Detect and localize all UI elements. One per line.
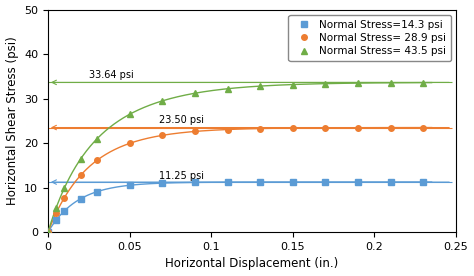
Normal Stress= 43.5 psi — [388, 81, 393, 84]
Normal Stress= 28.9 psi — [420, 126, 426, 129]
Line: Normal Stress=14.3 psi: Normal Stress=14.3 psi — [45, 179, 426, 235]
Normal Stress= 43.5 psi — [323, 82, 328, 85]
Normal Stress=14.3 psi — [159, 182, 165, 185]
Normal Stress= 28.9 psi — [323, 126, 328, 129]
Normal Stress= 28.9 psi — [94, 159, 100, 162]
Normal Stress=14.3 psi — [62, 209, 67, 213]
Normal Stress= 43.5 psi — [290, 83, 296, 86]
Normal Stress=14.3 psi — [45, 230, 51, 234]
Normal Stress=14.3 psi — [290, 181, 296, 184]
Normal Stress=14.3 psi — [78, 197, 83, 200]
Normal Stress= 43.5 psi — [257, 84, 263, 88]
Normal Stress= 43.5 psi — [94, 137, 100, 140]
Normal Stress= 28.9 psi — [45, 230, 51, 234]
Text: 23.50 psi: 23.50 psi — [159, 115, 204, 125]
Normal Stress= 43.5 psi — [78, 157, 83, 161]
Normal Stress= 43.5 psi — [420, 81, 426, 84]
X-axis label: Horizontal Displacement (in.): Horizontal Displacement (in.) — [165, 258, 338, 270]
Normal Stress=14.3 psi — [53, 219, 59, 222]
Normal Stress= 43.5 psi — [53, 206, 59, 209]
Normal Stress= 28.9 psi — [356, 126, 361, 129]
Normal Stress= 28.9 psi — [53, 211, 59, 215]
Normal Stress= 43.5 psi — [127, 113, 132, 116]
Normal Stress=14.3 psi — [420, 181, 426, 184]
Normal Stress=14.3 psi — [356, 181, 361, 184]
Normal Stress= 28.9 psi — [62, 196, 67, 200]
Legend: Normal Stress=14.3 psi, Normal Stress= 28.9 psi, Normal Stress= 43.5 psi: Normal Stress=14.3 psi, Normal Stress= 2… — [289, 15, 451, 62]
Normal Stress= 43.5 psi — [192, 92, 198, 95]
Normal Stress= 43.5 psi — [356, 81, 361, 85]
Normal Stress=14.3 psi — [225, 181, 230, 184]
Normal Stress= 28.9 psi — [257, 127, 263, 130]
Normal Stress= 43.5 psi — [159, 99, 165, 103]
Text: 11.25 psi: 11.25 psi — [159, 171, 204, 181]
Normal Stress=14.3 psi — [94, 190, 100, 193]
Normal Stress= 28.9 psi — [127, 142, 132, 145]
Normal Stress= 43.5 psi — [45, 230, 51, 234]
Normal Stress= 28.9 psi — [290, 126, 296, 130]
Normal Stress=14.3 psi — [127, 184, 132, 187]
Line: Normal Stress= 43.5 psi: Normal Stress= 43.5 psi — [45, 80, 426, 235]
Normal Stress= 28.9 psi — [78, 174, 83, 177]
Text: 33.64 psi: 33.64 psi — [89, 70, 134, 80]
Normal Stress=14.3 psi — [257, 181, 263, 184]
Normal Stress= 28.9 psi — [225, 128, 230, 131]
Normal Stress= 43.5 psi — [225, 87, 230, 90]
Y-axis label: Horizontal Shear Stress (psi): Horizontal Shear Stress (psi) — [6, 36, 18, 205]
Normal Stress= 28.9 psi — [159, 134, 165, 137]
Line: Normal Stress= 28.9 psi: Normal Stress= 28.9 psi — [45, 125, 426, 235]
Normal Stress= 28.9 psi — [192, 130, 198, 133]
Normal Stress=14.3 psi — [323, 181, 328, 184]
Normal Stress=14.3 psi — [192, 181, 198, 184]
Normal Stress= 43.5 psi — [62, 187, 67, 190]
Normal Stress= 28.9 psi — [388, 126, 393, 129]
Normal Stress=14.3 psi — [388, 181, 393, 184]
